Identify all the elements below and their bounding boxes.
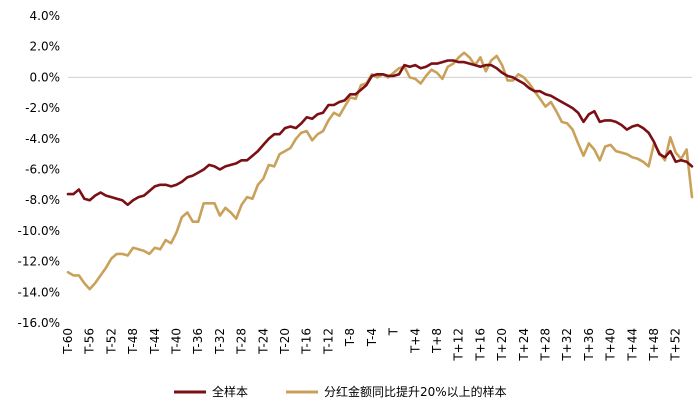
y-tick-label: 0.0% — [30, 70, 61, 84]
x-tick-label: T-8 — [343, 328, 357, 347]
y-tick-label: -14.0% — [18, 285, 60, 299]
x-tick-label: T-36 — [191, 328, 205, 355]
y-tick-label: -12.0% — [18, 255, 60, 269]
x-tick-label: T-32 — [213, 328, 227, 355]
x-tick-label: T-28 — [235, 328, 249, 355]
legend: 全样本 分红金额同比提升20%以上的样本 — [174, 384, 507, 399]
x-tick-label: T-60 — [61, 328, 75, 355]
y-tick-label: -16.0% — [18, 316, 60, 330]
plot-area — [66, 51, 694, 291]
x-tick-label: T+40 — [604, 328, 618, 362]
x-tick-label: T-24 — [256, 328, 270, 355]
x-tick-label: T+28 — [538, 328, 552, 362]
x-tick-label: T+36 — [582, 328, 596, 362]
series-line-dividend-growth-sample — [66, 51, 694, 291]
x-tick-label: T-16 — [300, 328, 314, 355]
legend-label-full-sample: 全样本 — [212, 384, 248, 399]
x-tick-label: T+48 — [647, 328, 661, 362]
series-line-full-sample — [66, 59, 694, 207]
y-tick-label: -4.0% — [25, 132, 60, 146]
x-tick-label: T-52 — [104, 328, 118, 355]
x-tick-label: T-56 — [83, 328, 97, 355]
x-tick-label: T-48 — [126, 328, 140, 355]
y-tick-label: 4.0% — [30, 9, 61, 23]
y-tick-label: -8.0% — [25, 193, 60, 207]
x-tick-label: T+32 — [560, 328, 574, 362]
x-tick-label: T-44 — [148, 328, 162, 355]
x-axis: T-60 T-56 T-52 T-48 T-44 T-40 T-36 T-32 T-28 T-24… — [61, 327, 683, 361]
x-tick-label: T+8 — [430, 328, 444, 354]
y-tick-label: -6.0% — [25, 163, 60, 177]
x-tick-label: T+24 — [517, 328, 531, 362]
x-tick-label: T+16 — [473, 328, 487, 362]
legend-label-dividend-growth-sample: 分红金额同比提升20%以上的样本 — [324, 384, 507, 399]
x-tick-label: T-40 — [170, 328, 184, 355]
x-tick-label: T+44 — [625, 328, 639, 362]
y-tick-label: 2.0% — [30, 40, 61, 54]
y-tick-label: -2.0% — [25, 101, 60, 115]
x-tick-label: T+12 — [452, 328, 466, 362]
x-tick-label: T+20 — [495, 328, 509, 362]
y-axis: 4.0% 2.0% 0.0% -2.0% -4.0% -6.0% -8.0% -10.0% -1… — [18, 9, 60, 330]
x-tick-label: T — [387, 327, 401, 336]
x-tick-label: T-20 — [278, 328, 292, 355]
x-tick-label: T-12 — [321, 328, 335, 355]
x-tick-label: T+4 — [408, 328, 422, 354]
x-tick-label: T+52 — [669, 328, 683, 362]
x-tick-label: T-4 — [365, 328, 379, 347]
y-tick-label: -10.0% — [18, 224, 60, 238]
